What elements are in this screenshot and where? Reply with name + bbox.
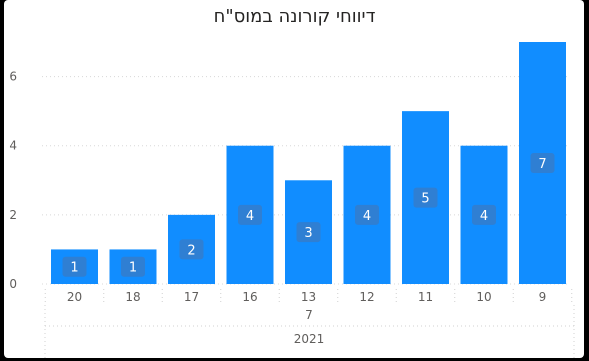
x-axis-month-label: 7 (305, 308, 313, 322)
x-axis: 7 2021 20 18 17 16 13 12 11 10 9 (45, 289, 574, 358)
x-tick-label: 12 (359, 290, 374, 304)
data-label: 2 (187, 243, 195, 258)
x-tick-label: 18 (125, 290, 140, 304)
x-tick-label: 9 (539, 290, 547, 304)
y-tick-label: 4 (9, 139, 17, 153)
x-tick-label: 20 (67, 290, 82, 304)
x-tick-label: 10 (476, 290, 491, 304)
data-label: 7 (538, 157, 546, 172)
data-label: 4 (246, 209, 254, 224)
x-axis-year-label: 2021 (294, 332, 325, 346)
x-tick-label: 17 (184, 290, 199, 304)
data-label: 5 (421, 192, 429, 207)
y-tick-label: 0 (9, 277, 17, 291)
data-label: 1 (70, 261, 78, 276)
y-axis-ticks: 0 2 4 6 (9, 70, 17, 291)
data-label: 4 (363, 209, 371, 224)
x-tick-label: 16 (242, 290, 257, 304)
bars: 1 1 2 4 3 4 5 4 7 (51, 42, 566, 284)
data-label: 3 (304, 226, 312, 241)
y-tick-label: 6 (9, 70, 17, 84)
y-tick-label: 2 (9, 208, 17, 222)
x-tick-label: 13 (301, 290, 316, 304)
x-tick-label: 11 (418, 290, 433, 304)
data-label: 4 (480, 209, 488, 224)
data-label: 1 (129, 261, 137, 276)
